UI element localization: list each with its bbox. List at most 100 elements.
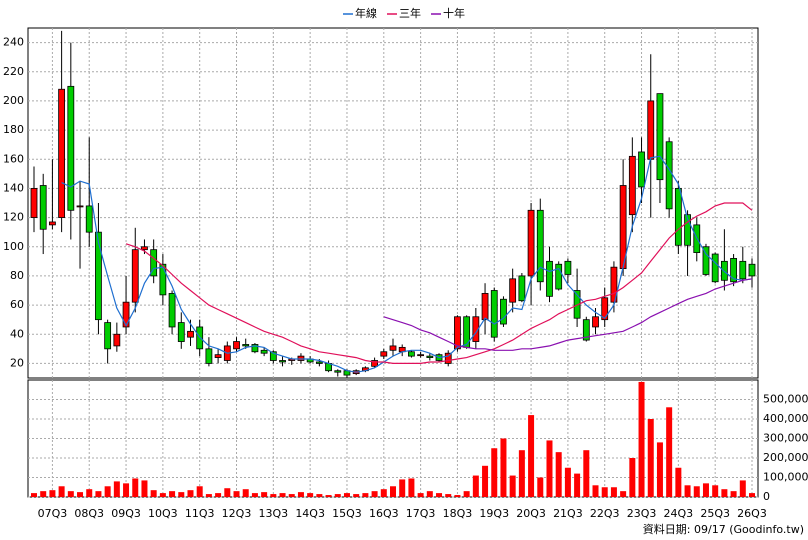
x-tick-label: 14Q3 [295,507,325,520]
volume-bar [749,493,755,497]
volume-bar [353,494,360,497]
y2-tick-label: 200,000 [763,451,808,464]
volume-bar [31,493,37,497]
volume-bar [123,483,130,497]
x-tick-label: 20Q3 [516,507,546,520]
legend-label: 十年 [443,6,465,20]
candle-body [730,258,737,283]
candle-body [518,275,526,302]
candle-body [260,349,268,354]
candle-body [168,293,176,328]
candle-body [564,260,572,275]
candle-body [509,278,517,303]
volume-bar [408,478,415,497]
volume-bar [141,480,148,497]
candle-body [371,360,378,367]
volume-bar [454,495,461,497]
volume-bar [574,473,581,497]
candle-body [30,188,38,218]
candle-body [95,231,102,321]
x-tick-label: 19Q3 [479,507,509,520]
x-tick-label: 11Q3 [185,507,215,520]
volume-bar [555,452,562,497]
candle-body [67,85,75,211]
volume-bar [601,487,608,497]
volume-bar [371,491,378,497]
volume-bar [77,492,84,497]
volume-bar [205,494,212,497]
volume-bar [380,489,387,497]
candle-body [674,188,682,246]
candle-body [85,205,93,233]
volume-bar [224,488,231,497]
y-tick-label: 220 [3,65,24,78]
volume-bar [518,450,525,497]
volume-bar [40,491,47,497]
volume-bar [417,493,424,497]
volume-bar [261,492,268,497]
candle-body [417,354,425,357]
volume-bar [509,475,516,497]
candle-body [638,151,645,188]
candle-body [656,93,664,181]
y-tick-label: 140 [3,181,24,194]
candle-body [177,322,185,342]
volume-bar [178,492,185,497]
candle-body [481,293,489,321]
volume-bar [307,493,314,497]
candle-body [122,301,130,328]
y-tick-label: 40 [10,327,24,340]
x-tick-label: 21Q3 [553,507,583,520]
volume-bar [721,489,728,497]
candle-body [748,263,756,277]
y-tick-label: 20 [10,356,24,369]
x-tick-label: 12Q3 [222,507,252,520]
candle-body [380,351,388,357]
y-tick-label: 60 [10,298,24,311]
candle-body [233,341,240,350]
candle-body [58,88,66,218]
y-tick-label: 240 [3,36,24,49]
ma-line [383,278,753,351]
x-tick-label: 15Q3 [332,507,362,520]
candle-body [104,322,112,350]
candle-body [251,344,259,353]
volume-bar [482,465,489,497]
volume-bar [693,486,700,497]
volume-bar [546,440,553,497]
candle-body [702,246,710,275]
volume-bar [187,490,194,497]
volume-bar [316,494,323,497]
volume-bar [491,448,498,497]
candle-body [647,100,655,160]
volume-bar [730,491,737,497]
volume-bar [472,475,479,497]
candle-body [315,361,323,364]
volume-bar [592,485,599,497]
candle-body [444,352,452,364]
candle-body [463,316,471,348]
candle-body [214,354,222,358]
candle-body [582,319,590,341]
volume-bar [279,493,286,497]
y2-tick-label: 500,000 [763,393,808,406]
candle-body [297,355,305,361]
volume-bar [233,491,240,497]
y2-tick-label: 300,000 [763,432,808,445]
y2-tick-label: 400,000 [763,412,808,425]
volume-bar [445,494,452,497]
candle-body [242,344,250,347]
candle-body [141,246,148,251]
volume-bar [436,493,443,497]
candle-body [610,266,618,303]
volume-bar [104,486,111,497]
volume-bar [196,486,203,497]
x-tick-label: 22Q3 [590,507,620,520]
volume-bar [463,491,470,497]
candle-body [39,185,47,230]
volume-bar [620,491,627,497]
candle-body [500,298,507,325]
candle-body [334,370,342,373]
candle-body [205,348,213,364]
